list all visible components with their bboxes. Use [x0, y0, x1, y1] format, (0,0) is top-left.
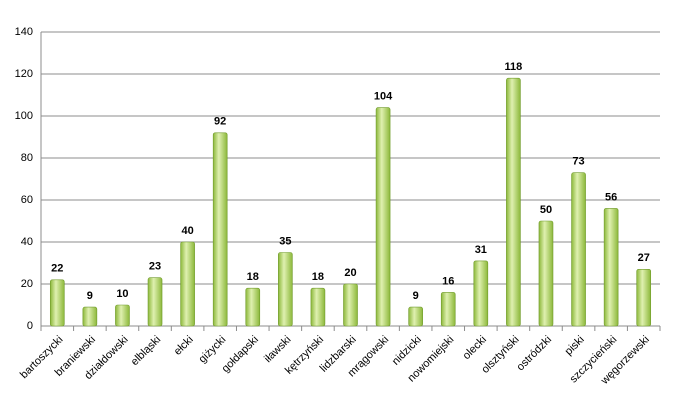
bar: [115, 304, 130, 327]
bar: [180, 241, 195, 327]
value-label: 31: [475, 244, 487, 256]
bar: [375, 107, 391, 327]
y-tick-label: 100: [15, 110, 33, 122]
x-tick-label: ełcki: [172, 334, 196, 358]
value-label: 56: [605, 191, 617, 203]
value-label: 40: [181, 225, 193, 237]
bar: [310, 287, 326, 327]
x-tick-label: ostródzki: [515, 334, 555, 374]
y-tick-label: 140: [15, 26, 33, 38]
y-tick-label: 20: [21, 278, 33, 290]
bar: [343, 283, 358, 327]
bar: [473, 260, 489, 327]
value-label: 27: [638, 252, 650, 264]
bar: [82, 306, 98, 327]
x-tick-label: olecki: [461, 334, 489, 362]
value-label: 23: [149, 261, 161, 273]
bar: [538, 220, 554, 327]
y-tick-label: 0: [27, 320, 33, 332]
bar: [506, 77, 521, 327]
y-tick-label: 120: [15, 68, 33, 80]
value-label: 9: [413, 290, 419, 302]
value-label: 10: [116, 288, 128, 300]
bar: [636, 268, 652, 327]
y-tick-label: 80: [21, 152, 33, 164]
value-label: 92: [214, 116, 226, 128]
bar: [571, 172, 586, 327]
bar: [278, 252, 293, 327]
value-label: 18: [312, 271, 324, 283]
bar: [147, 277, 163, 327]
value-label: 20: [344, 267, 356, 279]
value-label: 73: [572, 156, 584, 168]
value-label: 118: [505, 61, 523, 73]
bar: [212, 132, 228, 327]
value-label: 9: [87, 290, 93, 302]
x-tick-label: piski: [563, 334, 587, 358]
value-label: 50: [540, 204, 552, 216]
y-tick-label: 60: [21, 194, 33, 206]
value-label: 104: [374, 91, 393, 103]
value-label: 18: [247, 271, 259, 283]
bar: [603, 208, 619, 327]
x-tick-label: elbląski: [129, 334, 163, 368]
x-tick-label: giżycki: [197, 334, 229, 366]
value-label: 16: [442, 275, 454, 287]
y-tick-label: 40: [21, 236, 33, 248]
bar: [245, 287, 261, 327]
bar: [408, 306, 423, 327]
x-tick-label: iławski: [262, 334, 293, 365]
bar: [440, 292, 456, 327]
value-label: 35: [279, 235, 291, 247]
bar: [49, 279, 65, 327]
value-label: 22: [51, 263, 63, 275]
